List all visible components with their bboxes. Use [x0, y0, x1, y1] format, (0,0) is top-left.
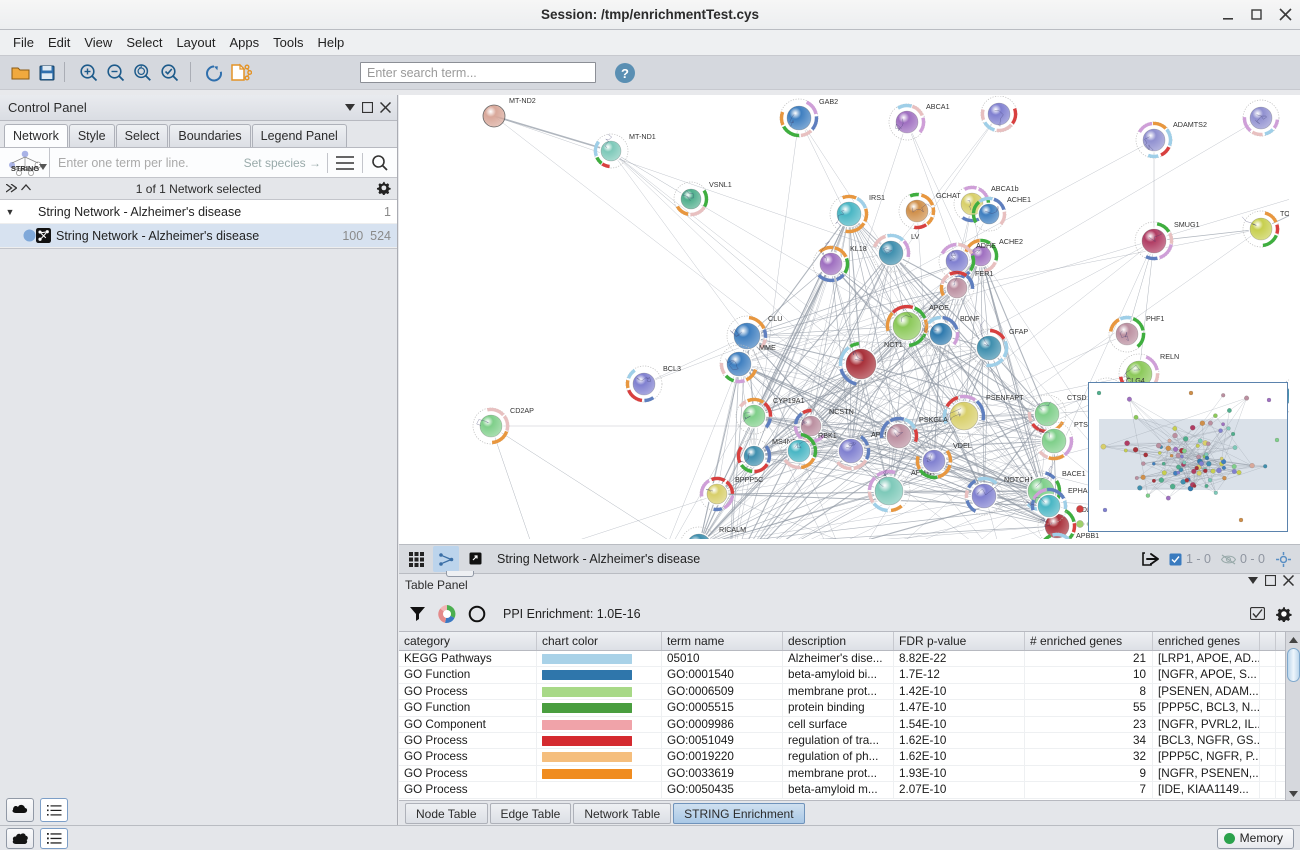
svg-text:PHF1: PHF1: [1146, 314, 1164, 323]
svg-text:KL18: KL18: [850, 244, 867, 253]
svg-text:NCSTN: NCSTN: [829, 407, 854, 416]
svg-text:TOMM40: TOMM40: [1280, 209, 1289, 218]
svg-text:ACHE2: ACHE2: [999, 237, 1023, 246]
svg-text:RBK1: RBK1: [818, 431, 837, 440]
svg-text:SMUG1: SMUG1: [1174, 220, 1200, 229]
svg-text:MT-ND1: MT-ND1: [629, 132, 656, 141]
svg-text:ABCA1: ABCA1: [926, 102, 950, 111]
svg-text:CYP19A1: CYP19A1: [773, 396, 805, 405]
svg-text:APBB1: APBB1: [1076, 531, 1099, 539]
svg-text:APOE: APOE: [929, 303, 949, 312]
svg-text:ACHE1: ACHE1: [1007, 195, 1031, 204]
svg-text:STRING: STRING: [10, 164, 39, 173]
svg-text:NCT1: NCT1: [884, 340, 903, 349]
svg-text:VSNL1: VSNL1: [709, 180, 732, 189]
svg-text:GCHAT: GCHAT: [936, 191, 961, 200]
svg-text:CD2AP: CD2AP: [510, 406, 534, 415]
svg-text:PSENFAPT: PSENFAPT: [986, 393, 1024, 402]
svg-text:BCL3: BCL3: [663, 364, 681, 373]
svg-text:BACE1: BACE1: [1062, 469, 1086, 478]
svg-text:IRS1: IRS1: [869, 193, 885, 202]
svg-text:ABCA1b: ABCA1b: [991, 184, 1019, 193]
svg-text:BPPP5C: BPPP5C: [735, 475, 763, 484]
svg-text:LV: LV: [911, 232, 919, 241]
svg-text:BDNF: BDNF: [960, 314, 980, 323]
svg-text:CTSD: CTSD: [1067, 393, 1087, 402]
svg-text:CLU: CLU: [768, 314, 782, 323]
svg-text:ADHE: ADHE: [976, 241, 996, 250]
svg-text:MME: MME: [759, 343, 776, 352]
svg-text:MT-ND2: MT-ND2: [509, 96, 536, 105]
svg-text:ADAMTS2: ADAMTS2: [1173, 120, 1207, 129]
svg-text:FER1: FER1: [975, 269, 993, 278]
svg-text:NOTCH1: NOTCH1: [1004, 475, 1034, 484]
svg-text:GAB2: GAB2: [819, 97, 838, 106]
svg-text:?: ?: [621, 66, 629, 81]
svg-text:VDEL: VDEL: [953, 441, 972, 450]
svg-text:GFAP: GFAP: [1009, 327, 1028, 336]
svg-text:PSKGLA: PSKGLA: [919, 415, 948, 424]
svg-text:RICALM: RICALM: [719, 525, 746, 534]
svg-text:RELN: RELN: [1160, 352, 1179, 361]
